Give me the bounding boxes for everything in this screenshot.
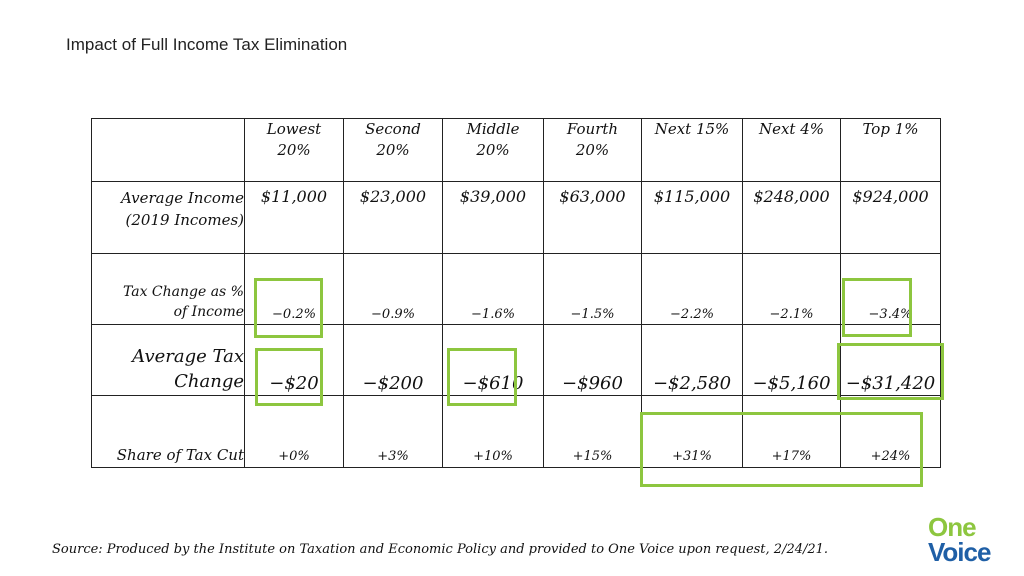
average-income-cell: $39,000	[442, 181, 544, 254]
table-row-tax-change-pct: Tax Change as % of Income −0.2% −0.9% −1.…	[91, 253, 941, 325]
column-header-top-1: Top 1%	[840, 118, 941, 182]
one-voice-logo: One Voice	[926, 512, 1014, 568]
row-label-tax-change-pct: Tax Change as % of Income	[91, 253, 245, 325]
column-header-middle-20: Middle 20%	[442, 118, 544, 182]
slide-title: Impact of Full Income Tax Elimination	[66, 35, 348, 54]
tax-change-pct-cell: −1.5%	[543, 253, 642, 325]
average-income-cell: $11,000	[244, 181, 344, 254]
average-income-cell: $23,000	[343, 181, 443, 254]
row-label-average-income: Average Income (2019 Incomes)	[91, 181, 245, 254]
logo-one-text: One	[928, 512, 977, 542]
row-label-share-of-tax-cut: Share of Tax Cut	[91, 395, 245, 468]
logo-voice-text: Voice	[928, 537, 991, 567]
share-of-tax-cut-cell: +17%	[742, 395, 841, 468]
share-of-tax-cut-cell: +10%	[442, 395, 544, 468]
column-header-second-20: Second 20%	[343, 118, 443, 182]
source-note: Source: Produced by the Institute on Tax…	[52, 542, 829, 557]
average-tax-change-cell: −$20	[244, 324, 344, 396]
average-tax-change-cell: −$200	[343, 324, 443, 396]
header-corner-cell	[91, 118, 245, 182]
tax-change-pct-cell: −0.2%	[244, 253, 344, 325]
average-tax-change-cell: −$610	[442, 324, 544, 396]
average-income-cell: $115,000	[641, 181, 743, 254]
tax-change-pct-cell: −2.2%	[641, 253, 743, 325]
share-of-tax-cut-cell: +24%	[840, 395, 941, 468]
average-income-cell: $924,000	[840, 181, 941, 254]
average-tax-change-cell: −$2,580	[641, 324, 743, 396]
table-row-average-tax-change: Average Tax Change −$20 −$200 −$610 −$960…	[91, 324, 941, 396]
average-tax-change-cell: −$5,160	[742, 324, 841, 396]
column-header-next-4: Next 4%	[742, 118, 841, 182]
table-row-share-of-tax-cut: Share of Tax Cut +0% +3% +10% +15% +31% …	[91, 395, 941, 468]
tax-change-pct-cell: −1.6%	[442, 253, 544, 325]
share-of-tax-cut-cell: +0%	[244, 395, 344, 468]
average-tax-change-cell: −$31,420	[840, 324, 941, 396]
tax-change-pct-cell: −0.9%	[343, 253, 443, 325]
share-of-tax-cut-cell: +15%	[543, 395, 642, 468]
share-of-tax-cut-cell: +31%	[641, 395, 743, 468]
column-header-fourth-20: Fourth 20%	[543, 118, 642, 182]
average-income-cell: $63,000	[543, 181, 642, 254]
tax-change-pct-cell: −2.1%	[742, 253, 841, 325]
share-of-tax-cut-cell: +3%	[343, 395, 443, 468]
average-tax-change-cell: −$960	[543, 324, 642, 396]
table-header-row: Lowest 20% Second 20% Middle 20% Fourth 20% …	[91, 118, 941, 182]
tax-change-pct-cell: −3.4%	[840, 253, 941, 325]
average-income-cell: $248,000	[742, 181, 841, 254]
tax-impact-table: Lowest 20% Second 20% Middle 20% Fourth 20% …	[91, 118, 941, 468]
row-label-average-tax-change: Average Tax Change	[91, 324, 245, 396]
column-header-lowest-20: Lowest 20%	[244, 118, 344, 182]
table-row-average-income: Average Income (2019 Incomes) $11,000 $23…	[91, 181, 941, 254]
column-header-next-15: Next 15%	[641, 118, 743, 182]
